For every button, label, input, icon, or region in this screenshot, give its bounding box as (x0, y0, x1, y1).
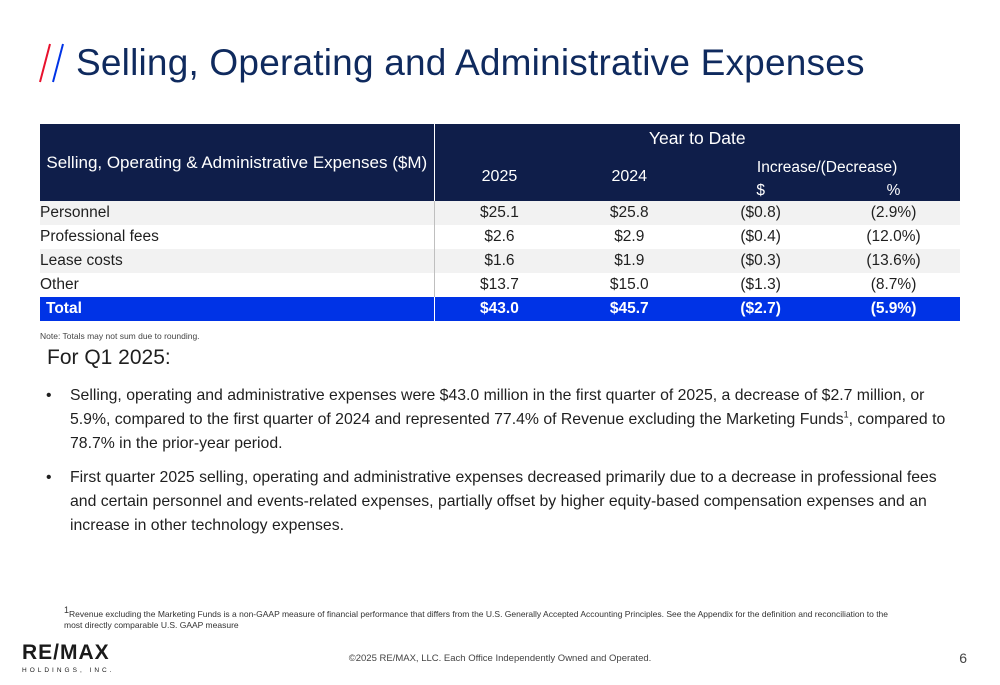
bullet-icon: • (46, 469, 52, 486)
row-label: Other (40, 273, 435, 297)
cell-change-pct: (13.6%) (827, 249, 960, 273)
change-header: Increase/(Decrease) (694, 152, 960, 181)
list-item: • First quarter 2025 selling, operating … (40, 466, 950, 538)
table-row: Personnel $25.1 $25.8 ($0.8) (2.9%) (40, 201, 960, 225)
period-header: Year to Date (434, 124, 960, 153)
footnote: 1Revenue excluding the Marketing Funds i… (64, 606, 904, 631)
bullet-text-2: First quarter 2025 selling, operating an… (70, 469, 937, 534)
cell-2025: $25.1 (434, 201, 565, 225)
cell-2025: $2.6 (484, 228, 515, 245)
cell-change-dollar: ($0.3) (694, 249, 828, 273)
table-row: Professional fees $2.6 $2.9 ($0.4) (12.0… (40, 225, 960, 249)
total-row: Total $43.0 $45.7 ($2.7) (5.9%) (40, 297, 960, 321)
year-2024-header: 2024 (564, 152, 695, 201)
cell-change-pct: (8.7%) (870, 276, 917, 293)
total-change-pct: (5.9%) (827, 297, 960, 321)
cell-2024: $2.9 (614, 228, 645, 245)
cell-change-dollar: ($1.3) (740, 276, 781, 293)
double-slash-icon (39, 43, 64, 83)
logo-wordmark: RE/MAX (22, 641, 110, 664)
cell-change-dollar: ($0.4) (740, 228, 781, 245)
bullet-icon: • (46, 387, 52, 404)
change-pct-header: % (827, 181, 960, 201)
cell-2025: $13.7 (480, 276, 519, 293)
row-label: Personnel (40, 201, 435, 225)
row-header: Selling, Operating & Administrative Expe… (40, 124, 435, 201)
logo-subtitle: HOLDINGS, INC. (22, 667, 115, 674)
change-dollar-header: $ (694, 181, 828, 201)
footnote-text: Revenue excluding the Marketing Funds is… (64, 609, 889, 630)
title-bar: Selling, Operating and Administrative Ex… (38, 42, 865, 84)
cell-2024: $1.9 (564, 249, 695, 273)
total-change-dollar: ($2.7) (694, 297, 828, 321)
page-title: Selling, Operating and Administrative Ex… (76, 42, 865, 83)
cell-2025: $1.6 (434, 249, 565, 273)
cell-change-pct: (2.9%) (827, 201, 960, 225)
total-2025: $43.0 (434, 297, 565, 321)
cell-change-pct: (12.0%) (866, 228, 921, 245)
row-label: Professional fees (40, 225, 435, 249)
list-item: • Selling, operating and administrative … (40, 384, 950, 456)
page-number: 6 (959, 650, 967, 666)
total-2024: $45.7 (564, 297, 695, 321)
remax-logo: RE/MAX HOLDINGS, INC. (22, 641, 115, 675)
footnote-number: 1 (64, 605, 70, 616)
bullet-list: • Selling, operating and administrative … (40, 384, 950, 548)
section-heading: For Q1 2025: (47, 346, 171, 369)
year-2025-header: 2025 (434, 152, 565, 201)
cell-2024: $25.8 (564, 201, 695, 225)
bullet-text-1: Selling, operating and administrative ex… (70, 387, 925, 428)
rounding-note: Note: Totals may not sum due to rounding… (40, 331, 200, 341)
cell-2024: $15.0 (609, 276, 649, 293)
bullet-text-1-end: , compared to 78.7% in the prior-year pe… (70, 411, 946, 452)
total-label: Total (40, 297, 435, 321)
row-label: Lease costs (40, 249, 435, 273)
footnote-marker: 1 (843, 409, 849, 420)
cell-change-dollar: ($0.8) (694, 201, 828, 225)
expenses-table: Selling, Operating & Administrative Expe… (40, 124, 960, 321)
table-row: Lease costs $1.6 $1.9 ($0.3) (13.6%) (40, 249, 960, 273)
table-row: Other $13.7 $15.0 ($1.3) (8.7%) (40, 273, 960, 297)
copyright: ©2025 RE/MAX, LLC. Each Office Independe… (348, 653, 652, 664)
